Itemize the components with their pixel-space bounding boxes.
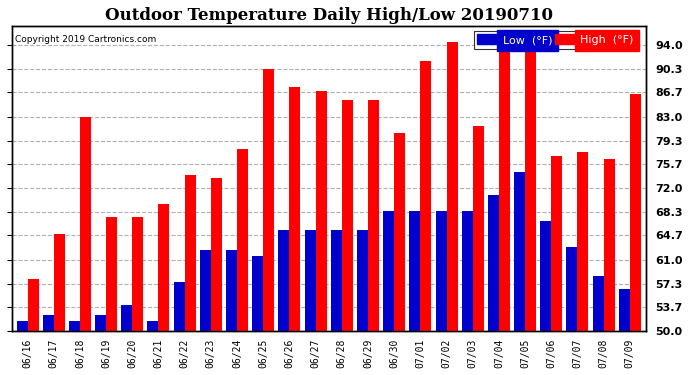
Bar (106, 217, 117, 331)
Bar (80, 117, 91, 331)
Bar (69, 321, 80, 331)
Bar (304, 230, 315, 331)
Bar (446, 42, 457, 331)
Bar (593, 276, 604, 331)
Title: Outdoor Temperature Daily High/Low 20190710: Outdoor Temperature Daily High/Low 20190… (105, 7, 553, 24)
Bar (525, 48, 536, 331)
Bar (174, 282, 185, 331)
Bar (619, 289, 630, 331)
Bar (514, 172, 525, 331)
Bar (342, 100, 353, 331)
Bar (394, 133, 405, 331)
Bar (132, 217, 144, 331)
Bar (383, 211, 394, 331)
Bar (420, 61, 431, 331)
Bar (462, 211, 473, 331)
Bar (604, 159, 615, 331)
Bar (331, 230, 342, 331)
Bar (200, 250, 211, 331)
Bar (368, 100, 379, 331)
Bar (95, 315, 106, 331)
Bar (566, 246, 578, 331)
Bar (226, 250, 237, 331)
Bar (551, 156, 562, 331)
Bar (278, 230, 289, 331)
Bar (357, 230, 368, 331)
Text: Copyright 2019 Cartronics.com: Copyright 2019 Cartronics.com (15, 34, 156, 44)
Bar (28, 279, 39, 331)
Legend: Low  (°F), High  (°F): Low (°F), High (°F) (474, 31, 637, 48)
Bar (488, 195, 499, 331)
Bar (409, 211, 420, 331)
Bar (237, 149, 248, 331)
Bar (43, 315, 54, 331)
Bar (578, 152, 589, 331)
Bar (263, 69, 274, 331)
Bar (289, 87, 300, 331)
Bar (148, 321, 159, 331)
Bar (159, 204, 170, 331)
Bar (211, 178, 222, 331)
Bar (54, 234, 65, 331)
Bar (435, 211, 446, 331)
Bar (473, 126, 484, 331)
Bar (121, 305, 132, 331)
Bar (185, 175, 196, 331)
Bar (499, 48, 510, 331)
Bar (17, 321, 28, 331)
Bar (253, 256, 263, 331)
Bar (315, 90, 326, 331)
Bar (540, 220, 551, 331)
Bar (630, 94, 641, 331)
